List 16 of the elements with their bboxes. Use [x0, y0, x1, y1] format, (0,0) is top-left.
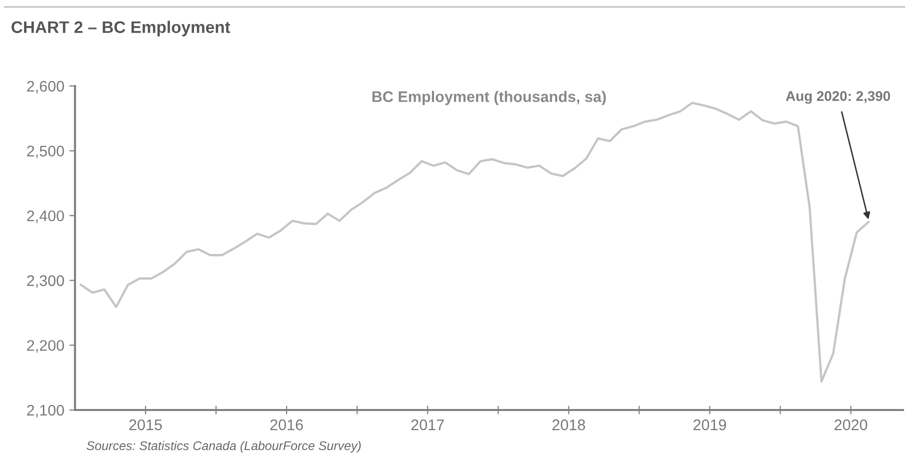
x-tick-label: 2015: [129, 419, 162, 430]
chart-title: CHART 2 – BC Employment: [12, 20, 230, 36]
x-tick-label: 2019: [694, 419, 726, 430]
chart-subtitle: BC Employment (thousands, sa): [372, 90, 606, 106]
x-tick-label: 2020: [834, 419, 868, 430]
y-tick-label: 2,100: [27, 404, 64, 418]
x-tick-label: 2017: [411, 419, 444, 430]
y-tick-label: 2,600: [27, 80, 64, 94]
y-tick-label: 2,500: [27, 146, 64, 158]
x-tick-label: 2018: [552, 419, 586, 430]
x-tick-label: 2016: [270, 419, 303, 430]
y-tick-label: 2,400: [27, 210, 64, 224]
source-note: Sources: Statistics Canada (LabourForce Survey): [86, 440, 361, 453]
y-tick-label: 2,300: [27, 275, 64, 288]
annotation: Aug 2020: 2,390: [786, 91, 890, 104]
y-tick-label: 2,200: [27, 340, 64, 353]
